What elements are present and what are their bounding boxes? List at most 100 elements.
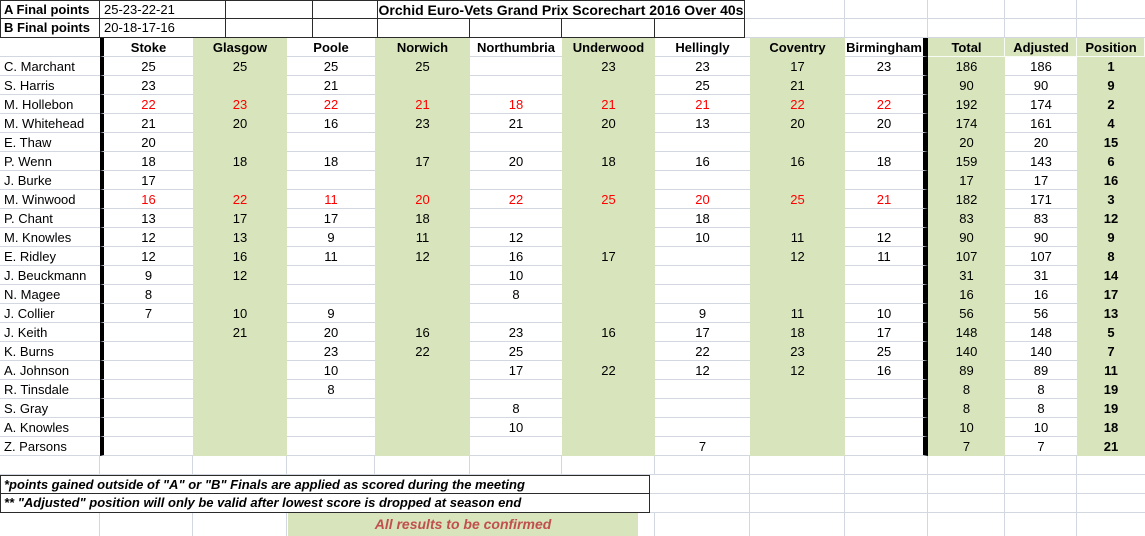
score-cell[interactable]: 17 xyxy=(287,209,375,228)
score-cell[interactable]: 17 xyxy=(100,171,193,190)
rider-name[interactable]: M. Knowles xyxy=(0,228,100,247)
total-cell[interactable]: 90 xyxy=(928,76,1005,95)
score-cell[interactable] xyxy=(287,418,375,437)
score-cell[interactable]: 25 xyxy=(375,57,470,76)
rider-name[interactable]: J. Burke xyxy=(0,171,100,190)
score-cell[interactable] xyxy=(845,133,928,152)
score-cell[interactable]: 12 xyxy=(100,228,193,247)
score-cell[interactable] xyxy=(375,133,470,152)
empty-cell[interactable] xyxy=(313,19,378,38)
score-cell[interactable] xyxy=(750,437,845,456)
position-cell[interactable]: 21 xyxy=(1077,437,1145,456)
score-cell[interactable] xyxy=(375,380,470,399)
score-cell[interactable]: 21 xyxy=(375,95,470,114)
score-cell[interactable] xyxy=(193,380,287,399)
position-cell[interactable]: 2 xyxy=(1077,95,1145,114)
score-cell[interactable]: 22 xyxy=(100,95,193,114)
rider-name[interactable]: Z. Parsons xyxy=(0,437,100,456)
score-cell[interactable] xyxy=(287,266,375,285)
score-cell[interactable]: 17 xyxy=(470,361,562,380)
score-cell[interactable] xyxy=(750,171,845,190)
score-cell[interactable]: 22 xyxy=(375,342,470,361)
score-cell[interactable] xyxy=(750,133,845,152)
score-cell[interactable]: 8 xyxy=(100,285,193,304)
score-cell[interactable] xyxy=(375,266,470,285)
score-cell[interactable]: 18 xyxy=(100,152,193,171)
score-cell[interactable] xyxy=(750,380,845,399)
b-final-points-label[interactable]: B Final points xyxy=(0,19,100,38)
adjusted-cell[interactable]: 16 xyxy=(1005,285,1077,304)
position-cell[interactable]: 14 xyxy=(1077,266,1145,285)
score-cell[interactable]: 16 xyxy=(470,247,562,266)
score-cell[interactable] xyxy=(100,361,193,380)
column-header-coventry[interactable]: Coventry xyxy=(750,38,845,57)
score-cell[interactable]: 11 xyxy=(287,247,375,266)
score-cell[interactable]: 12 xyxy=(100,247,193,266)
score-cell[interactable]: 17 xyxy=(750,57,845,76)
score-cell[interactable] xyxy=(845,418,928,437)
score-cell[interactable]: 12 xyxy=(750,361,845,380)
corner-cell[interactable] xyxy=(0,38,100,57)
score-cell[interactable]: 10 xyxy=(287,361,375,380)
score-cell[interactable] xyxy=(562,209,655,228)
score-cell[interactable]: 25 xyxy=(750,190,845,209)
score-cell[interactable] xyxy=(470,171,562,190)
score-cell[interactable]: 25 xyxy=(845,342,928,361)
score-cell[interactable] xyxy=(375,76,470,95)
total-cell[interactable]: 89 xyxy=(928,361,1005,380)
score-cell[interactable] xyxy=(287,399,375,418)
score-cell[interactable]: 22 xyxy=(655,342,750,361)
score-cell[interactable]: 22 xyxy=(193,190,287,209)
score-cell[interactable] xyxy=(750,285,845,304)
score-cell[interactable]: 11 xyxy=(750,228,845,247)
score-cell[interactable]: 9 xyxy=(287,228,375,247)
score-cell[interactable] xyxy=(193,133,287,152)
rider-name[interactable]: S. Gray xyxy=(0,399,100,418)
score-cell[interactable] xyxy=(193,76,287,95)
column-header-stoke[interactable]: Stoke xyxy=(100,38,193,57)
adjusted-cell[interactable]: 8 xyxy=(1005,399,1077,418)
score-cell[interactable] xyxy=(193,399,287,418)
score-cell[interactable]: 8 xyxy=(287,380,375,399)
position-cell[interactable]: 12 xyxy=(1077,209,1145,228)
score-cell[interactable]: 18 xyxy=(655,209,750,228)
rider-name[interactable]: M. Hollebon xyxy=(0,95,100,114)
score-cell[interactable] xyxy=(193,342,287,361)
score-cell[interactable]: 23 xyxy=(375,114,470,133)
score-cell[interactable]: 23 xyxy=(845,57,928,76)
score-cell[interactable]: 8 xyxy=(470,399,562,418)
score-cell[interactable]: 18 xyxy=(845,152,928,171)
score-cell[interactable] xyxy=(750,266,845,285)
score-cell[interactable]: 20 xyxy=(470,152,562,171)
total-cell[interactable]: 10 xyxy=(928,418,1005,437)
column-header-poole[interactable]: Poole xyxy=(287,38,375,57)
score-cell[interactable]: 21 xyxy=(470,114,562,133)
adjusted-cell[interactable]: 8 xyxy=(1005,380,1077,399)
score-cell[interactable] xyxy=(845,380,928,399)
score-cell[interactable]: 18 xyxy=(470,95,562,114)
score-cell[interactable]: 20 xyxy=(655,190,750,209)
rider-name[interactable]: R. Tinsdale xyxy=(0,380,100,399)
score-cell[interactable]: 21 xyxy=(100,114,193,133)
adjusted-cell[interactable]: 174 xyxy=(1005,95,1077,114)
score-cell[interactable] xyxy=(655,171,750,190)
score-cell[interactable] xyxy=(375,304,470,323)
column-header-birmingham[interactable]: Birmingham xyxy=(845,38,928,57)
position-cell[interactable]: 6 xyxy=(1077,152,1145,171)
score-cell[interactable]: 21 xyxy=(287,76,375,95)
position-cell[interactable]: 7 xyxy=(1077,342,1145,361)
score-cell[interactable]: 25 xyxy=(287,57,375,76)
b-final-points-value[interactable]: 20-18-17-16 xyxy=(100,19,226,38)
score-cell[interactable]: 7 xyxy=(655,437,750,456)
empty-cell[interactable] xyxy=(226,19,313,38)
adjusted-cell[interactable]: 161 xyxy=(1005,114,1077,133)
column-header-underwood[interactable]: Underwood xyxy=(562,38,655,57)
adjusted-cell[interactable]: 140 xyxy=(1005,342,1077,361)
score-cell[interactable] xyxy=(655,285,750,304)
rider-name[interactable]: M. Winwood xyxy=(0,190,100,209)
adjusted-cell[interactable]: 17 xyxy=(1005,171,1077,190)
score-cell[interactable] xyxy=(750,399,845,418)
score-cell[interactable]: 21 xyxy=(655,95,750,114)
score-cell[interactable] xyxy=(470,304,562,323)
score-cell[interactable]: 22 xyxy=(287,95,375,114)
